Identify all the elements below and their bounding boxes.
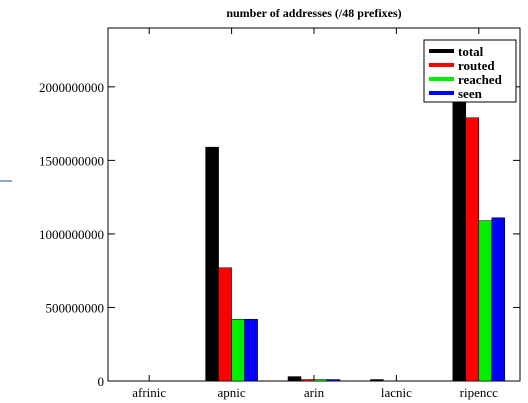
y-tick-label: 1500000000 bbox=[39, 153, 104, 168]
bar-reached-arin bbox=[313, 379, 328, 382]
y-tick-label: 1000000000 bbox=[39, 227, 104, 242]
legend-label-reached: reached bbox=[458, 72, 503, 87]
bar-seen-ripencc bbox=[491, 217, 506, 382]
x-tick-label: afrinic bbox=[132, 385, 166, 400]
bar-total-arin bbox=[287, 376, 302, 382]
legend-label-seen: seen bbox=[458, 86, 483, 101]
bar-seen-apnic bbox=[244, 318, 258, 382]
bar-total-lacnic bbox=[370, 379, 384, 382]
x-tick-label: apnic bbox=[218, 385, 246, 400]
x-tick-label: arin bbox=[304, 385, 325, 400]
y-tick-label: 0 bbox=[98, 374, 105, 389]
bar-seen-arin bbox=[326, 379, 341, 382]
x-tick-label: lacnic bbox=[381, 385, 412, 400]
y-tick-label: 2000000000 bbox=[39, 80, 104, 95]
x-tick-label: ripencc bbox=[460, 385, 498, 400]
bar-reached-apnic bbox=[231, 318, 245, 382]
bar-reached-ripencc bbox=[478, 220, 493, 382]
y-tick-label: 500000000 bbox=[46, 300, 105, 315]
window-edge-mark bbox=[0, 180, 12, 182]
bar-routed-arin bbox=[300, 379, 315, 382]
chart-title: number of addresses (/48 prefixes) bbox=[226, 6, 401, 20]
bar-total-apnic bbox=[205, 146, 219, 382]
bar-total-ripencc bbox=[452, 65, 467, 382]
bar-routed-apnic bbox=[218, 267, 232, 382]
legend-label-routed: routed bbox=[458, 58, 495, 73]
bar-routed-ripencc bbox=[465, 117, 480, 382]
legend-label-total: total bbox=[458, 44, 484, 59]
